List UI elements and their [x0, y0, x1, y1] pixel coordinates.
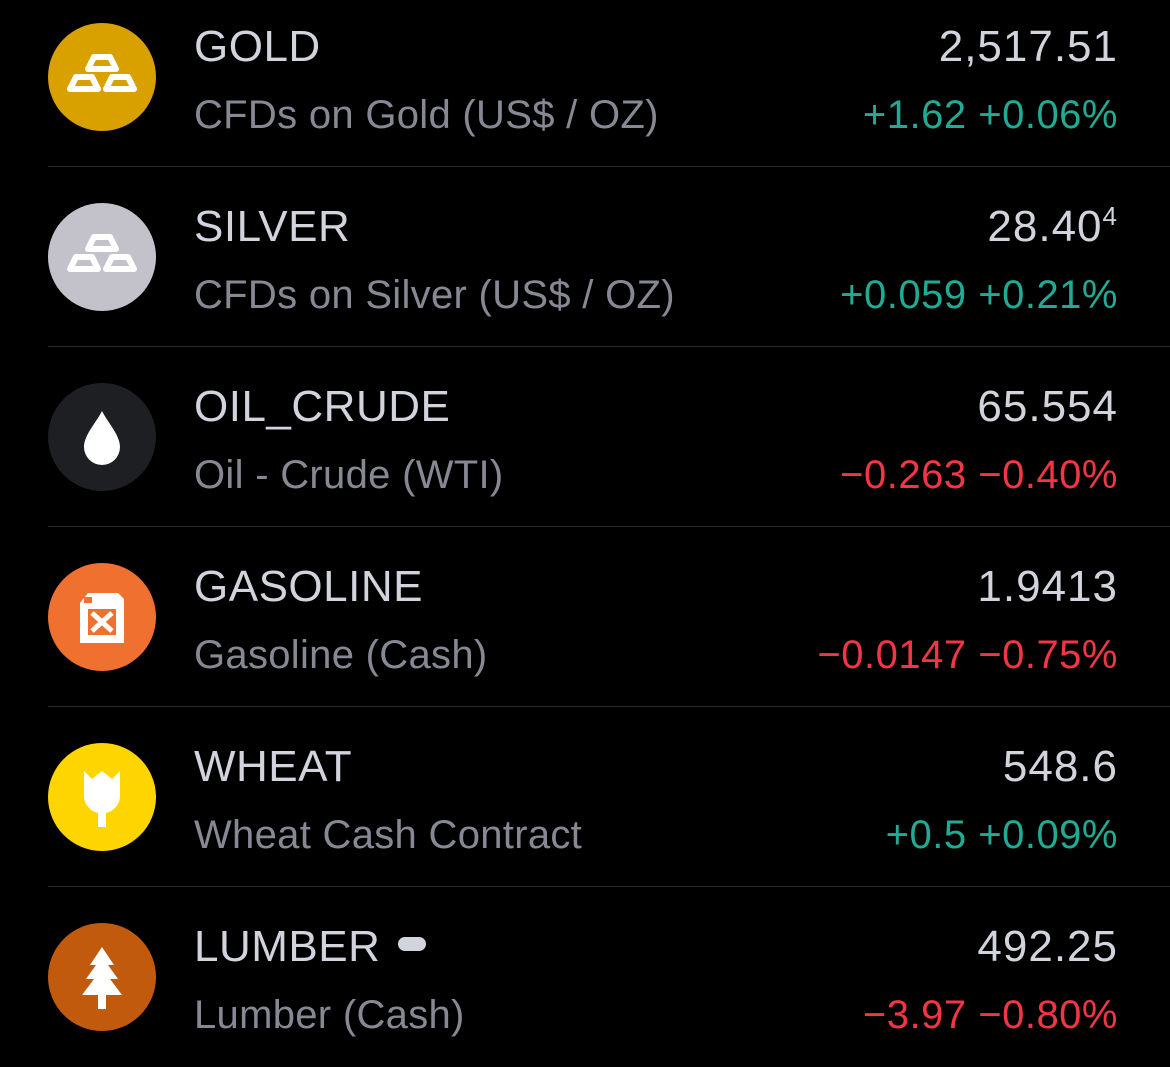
separator — [48, 166, 1170, 167]
change: −3.97 −0.80% — [863, 987, 1118, 1043]
description: CFDs on Silver (US$ / OZ) — [194, 273, 675, 317]
change-abs: −0.263 — [840, 453, 967, 497]
separator — [48, 706, 1170, 707]
price: 548.6 — [1002, 742, 1118, 791]
change: +0.5 +0.09% — [886, 807, 1118, 863]
change-pct: −0.40% — [978, 453, 1118, 497]
separator — [48, 346, 1170, 347]
row-wheat[interactable]: WHEAT Wheat Cash Contract 548.6 +0.5 +0.… — [0, 707, 1170, 887]
price-sup: 4 — [1102, 201, 1118, 231]
symbol: GOLD — [194, 22, 321, 71]
price: 1.9413 — [977, 562, 1118, 611]
status-badge — [398, 937, 427, 951]
change-abs: +1.62 — [862, 93, 967, 137]
change-pct: −0.80% — [978, 993, 1118, 1037]
change-pct: +0.21% — [978, 273, 1118, 317]
row-silver[interactable]: SILVER CFDs on Silver (US$ / OZ) 28.404 … — [0, 167, 1170, 347]
description: Oil - Crude (WTI) — [194, 453, 504, 497]
silver-icon — [48, 203, 156, 311]
gasoline-icon — [48, 563, 156, 671]
price: 28.404 — [987, 197, 1118, 257]
change: −0.0147 −0.75% — [817, 627, 1118, 683]
price: 65.554 — [977, 382, 1118, 431]
row-oil[interactable]: OIL_CRUDE Oil - Crude (WTI) 65.554 −0.26… — [0, 347, 1170, 527]
change-abs: −0.0147 — [817, 633, 967, 677]
change: +0.059 +0.21% — [840, 267, 1118, 323]
oil-icon — [48, 383, 156, 491]
change-pct: +0.09% — [978, 813, 1118, 857]
description: Lumber (Cash) — [194, 993, 465, 1037]
row-lumber[interactable]: LUMBER Lumber (Cash) 492.25 −3.97 −0.80% — [0, 887, 1170, 1067]
change-pct: +0.06% — [978, 93, 1118, 137]
symbol: OIL_CRUDE — [194, 382, 451, 431]
symbol: WHEAT — [194, 742, 353, 791]
symbol-text: LUMBER — [194, 922, 381, 971]
row-gold[interactable]: GOLD CFDs on Gold (US$ / OZ) 2,517.51 +1… — [0, 0, 1170, 167]
symbol: SILVER — [194, 202, 351, 251]
gold-icon — [48, 23, 156, 131]
price-main: 28.40 — [987, 202, 1103, 251]
description: CFDs on Gold (US$ / OZ) — [194, 93, 659, 137]
change-abs: −3.97 — [862, 993, 967, 1037]
change-abs: +0.5 — [885, 813, 967, 857]
change-pct: −0.75% — [978, 633, 1118, 677]
symbol: LUMBER — [194, 917, 427, 977]
price: 2,517.51 — [938, 22, 1118, 71]
wheat-icon — [48, 743, 156, 851]
symbol: GASOLINE — [194, 562, 423, 611]
description: Wheat Cash Contract — [194, 813, 583, 857]
description: Gasoline (Cash) — [194, 633, 488, 677]
change-abs: +0.059 — [840, 273, 967, 317]
change: +1.62 +0.06% — [863, 87, 1118, 143]
separator — [48, 526, 1170, 527]
row-gasoline[interactable]: GASOLINE Gasoline (Cash) 1.9413 −0.0147 … — [0, 527, 1170, 707]
price: 492.25 — [977, 922, 1118, 971]
change: −0.263 −0.40% — [840, 447, 1118, 503]
lumber-icon — [48, 923, 156, 1031]
separator — [48, 886, 1170, 887]
